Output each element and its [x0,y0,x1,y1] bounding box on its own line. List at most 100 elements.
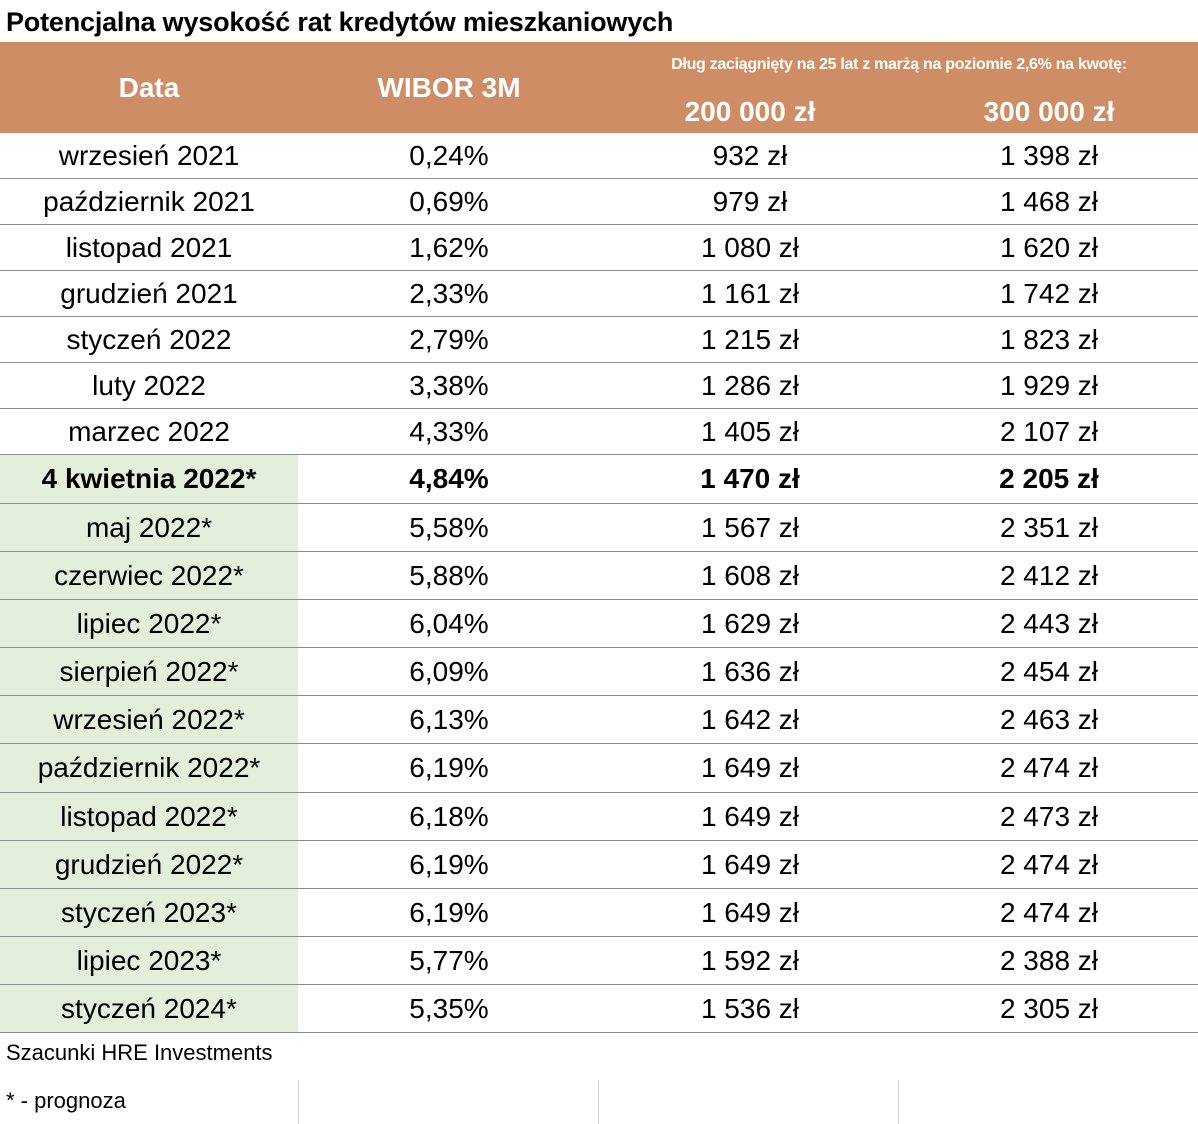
cell-amount-300k: 2 473 zł [999,800,1099,832]
cell-wibor: 6,19% [409,896,489,928]
cell-date: styczeń 2024* [0,985,298,1032]
cell-amount-300k: 2 205 zł [999,463,1099,494]
table-row: sierpień 2022* 6,09% 1 636 zł 2 454 zł [0,648,1198,696]
table-row: listopad 2022* 6,18% 1 649 zł 2 473 zł [0,793,1198,841]
cell-amount-300k: 2 474 zł [999,752,1099,783]
table-row: lipiec 2023* 5,77% 1 592 zł 2 388 zł [0,937,1198,985]
cell-amount-200k: 1 649 zł [700,752,800,783]
cell-date: maj 2022* [0,504,298,551]
cell-amount-200k: 1 161 zł [700,277,800,309]
cell-date: listopad 2021 [65,231,233,263]
cell-amount-300k: 2 305 zł [999,992,1099,1024]
cell-wibor: 0,24% [409,139,489,171]
table-row: styczeń 2024* 5,35% 1 536 zł 2 305 zł [0,985,1198,1033]
forecast-legend: * - prognoza [6,1088,126,1113]
column-header-wibor: WIBOR 3M [377,72,521,103]
cell-wibor: 1,62% [409,231,489,263]
cell-date: czerwiec 2022* [0,552,298,599]
cell-amount-200k: 1 470 zł [700,463,800,494]
column-group-header: Dług zaciągnięty na 25 lat z marżą na po… [671,56,1127,73]
table-row: wrzesień 2021 0,24% 932 zł 1 398 zł [0,133,1198,179]
cell-date: luty 2022 [92,369,206,401]
cell-date: styczeń 2022 [66,323,232,355]
cell-date: grudzień 2021 [60,277,238,309]
cell-wibor: 6,13% [409,703,489,735]
table-row: maj 2022* 5,58% 1 567 zł 2 351 zł [0,504,1198,552]
cell-amount-200k: 1 649 zł [700,848,800,880]
column-header-amount-300k: 300 000 zł [983,96,1115,127]
table-row: październik 2022* 6,19% 1 649 zł 2 474 zł [0,744,1198,793]
cell-date: lipiec 2022* [0,600,298,647]
cell-amount-200k: 1 649 zł [700,800,800,832]
cell-wibor: 6,19% [409,752,489,783]
table-row: październik 2021 0,69% 979 zł 1 468 zł [0,179,1198,225]
table-row: styczeń 2022 2,79% 1 215 zł 1 823 zł [0,317,1198,363]
cell-wibor: 5,88% [409,559,489,591]
cell-wibor: 4,33% [409,415,489,447]
cell-amount-300k: 2 412 zł [999,559,1099,591]
grid-line [298,1080,299,1124]
cell-date: sierpień 2022* [0,648,298,695]
table-row: luty 2022 3,38% 1 286 zł 1 929 zł [0,363,1198,409]
cell-date: lipiec 2023* [0,937,298,984]
grid-line [598,1080,599,1124]
cell-amount-200k: 1 642 zł [700,703,800,735]
cell-amount-300k: 1 468 zł [999,185,1099,217]
cell-amount-300k: 2 351 zł [999,511,1099,543]
cell-date: styczeń 2023* [0,889,298,936]
cell-amount-200k: 1 215 zł [700,323,800,355]
cell-date: listopad 2022* [0,793,298,840]
cell-wibor: 6,19% [409,848,489,880]
table-row: listopad 2021 1,62% 1 080 zł 1 620 zł [0,225,1198,271]
cell-amount-300k: 2 474 zł [999,896,1099,928]
cell-amount-300k: 2 107 zł [999,415,1099,447]
cell-wibor: 3,38% [409,369,489,401]
cell-date: wrzesień 2022* [0,696,298,743]
cell-amount-200k: 1 629 zł [700,607,800,639]
cell-amount-200k: 1 536 zł [700,992,800,1024]
cell-amount-200k: 1 567 zł [700,511,800,543]
cell-amount-300k: 1 742 zł [999,277,1099,309]
cell-amount-200k: 1 286 zł [700,369,800,401]
table-row: marzec 2022 4,33% 1 405 zł 2 107 zł [0,409,1198,455]
cell-amount-200k: 1 592 zł [700,944,800,976]
source-note: Szacunki HRE Investments [6,1040,273,1065]
cell-amount-200k: 1 405 zł [700,415,800,447]
cell-date: październik 2022* [0,744,298,792]
cell-wibor: 5,77% [409,944,489,976]
cell-amount-300k: 2 388 zł [999,944,1099,976]
cell-wibor: 4,84% [409,463,489,494]
cell-date: 4 kwietnia 2022* [0,455,298,503]
table-row: grudzień 2021 2,33% 1 161 zł 1 742 zł [0,271,1198,317]
table-row: wrzesień 2022* 6,13% 1 642 zł 2 463 zł [0,696,1198,744]
cell-amount-300k: 2 474 zł [999,848,1099,880]
table-row: lipiec 2022* 6,04% 1 629 zł 2 443 zł [0,600,1198,648]
table-header: Data WIBOR 3M Dług zaciągnięty na 25 lat… [0,42,1198,133]
cell-amount-300k: 2 463 zł [999,703,1099,735]
cell-wibor: 5,35% [409,992,489,1024]
cell-amount-200k: 1 080 zł [700,231,800,263]
cell-amount-300k: 1 823 zł [999,323,1099,355]
page-title: Potencjalna wysokość rat kredytów mieszk… [6,7,674,37]
cell-amount-200k: 1 608 zł [700,559,800,591]
column-header-date: Data [118,72,180,103]
table-row: grudzień 2022* 6,19% 1 649 zł 2 474 zł [0,841,1198,889]
column-header-amount-200k: 200 000 zł [684,96,816,127]
cell-wibor: 6,09% [409,655,489,687]
table-row: czerwiec 2022* 5,88% 1 608 zł 2 412 zł [0,552,1198,600]
cell-amount-300k: 2 443 zł [999,607,1099,639]
cell-wibor: 5,58% [409,511,489,543]
cell-amount-200k: 1 649 zł [700,896,800,928]
cell-amount-300k: 1 398 zł [999,139,1099,171]
table-row: 4 kwietnia 2022* 4,84% 1 470 zł 2 205 zł [0,455,1198,504]
cell-wibor: 2,79% [409,323,489,355]
cell-amount-200k: 1 636 zł [700,655,800,687]
cell-wibor: 6,04% [409,607,489,639]
cell-amount-200k: 979 zł [712,185,788,217]
cell-wibor: 0,69% [409,185,489,217]
cell-date: grudzień 2022* [0,841,298,888]
cell-amount-300k: 1 620 zł [999,231,1099,263]
cell-amount-200k: 932 zł [712,139,788,171]
cell-date: październik 2021 [43,185,255,217]
cell-date: marzec 2022 [68,415,230,447]
